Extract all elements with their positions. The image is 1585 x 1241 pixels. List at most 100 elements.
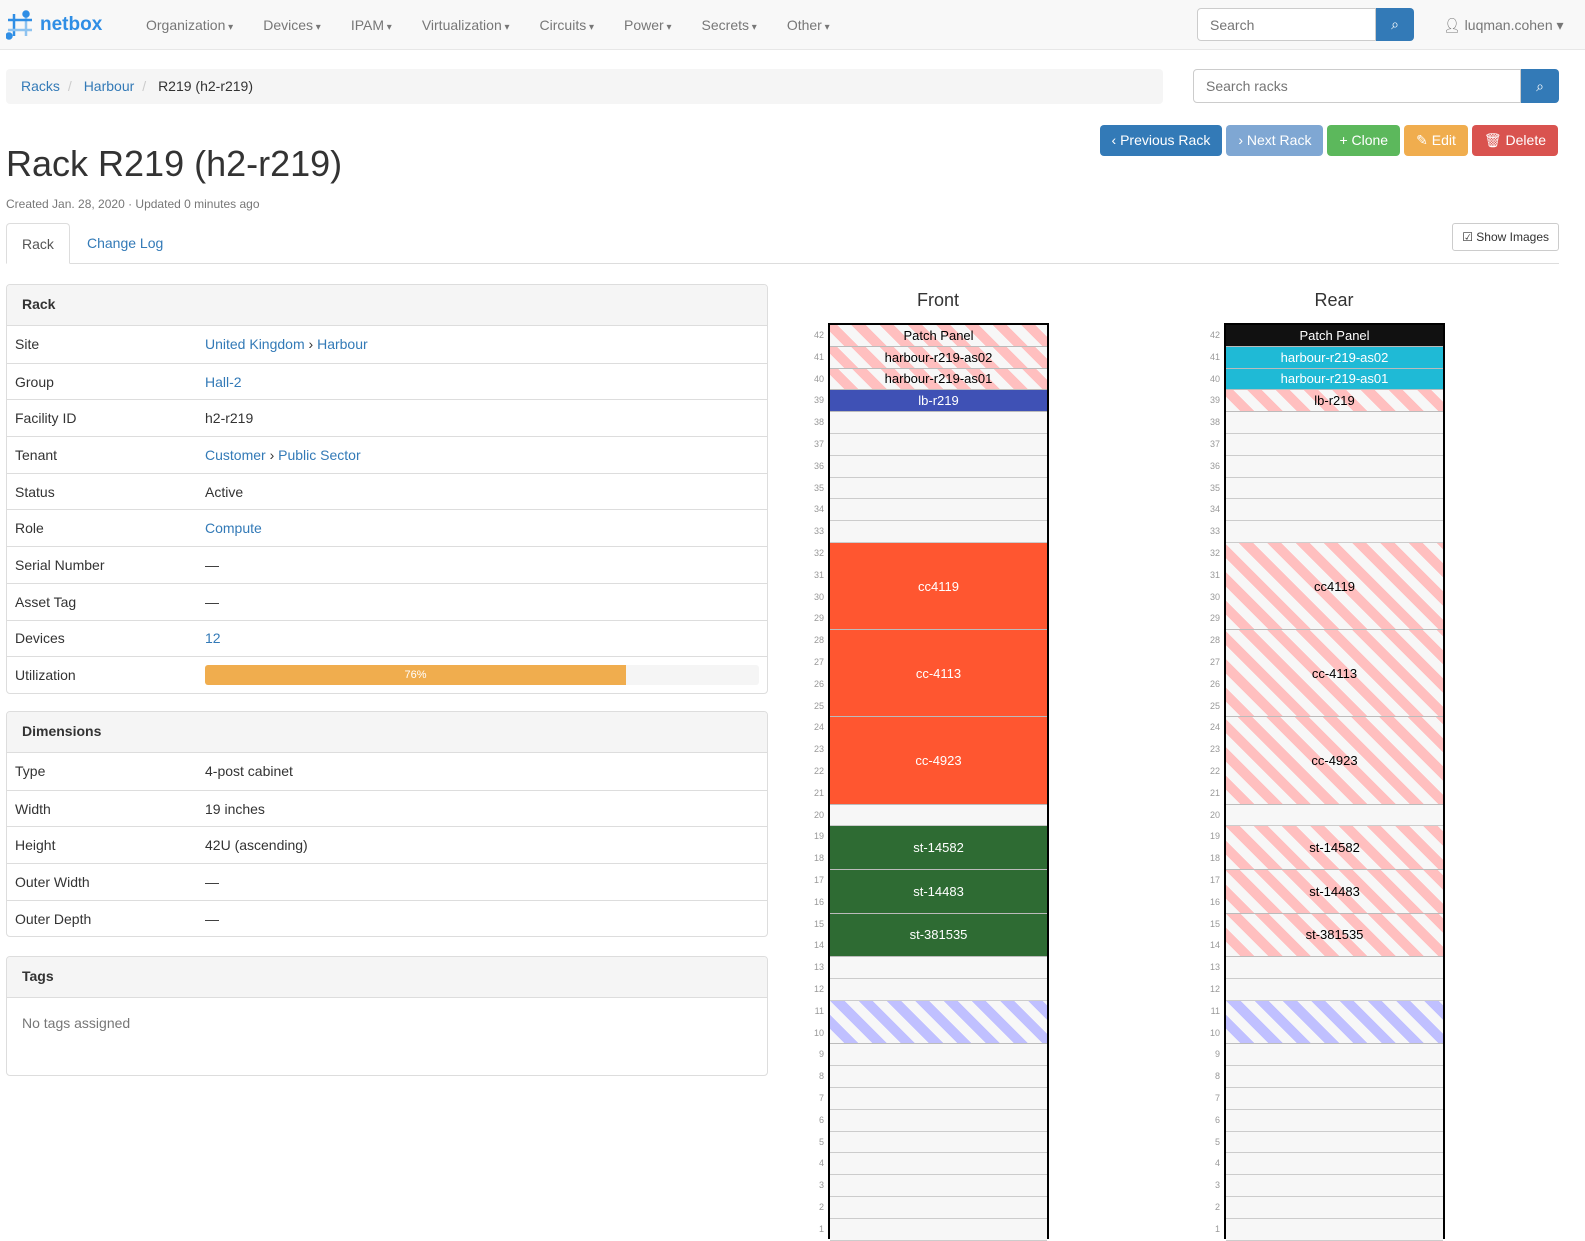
empty-slot[interactable] [1226, 804, 1443, 827]
rack-device[interactable]: cc-4923 [830, 717, 1047, 805]
netbox-logo[interactable]: netbox [6, 9, 131, 40]
rack-search-button[interactable]: ⌕ [1521, 69, 1559, 103]
empty-slot[interactable] [830, 1066, 1047, 1088]
user-menu[interactable]: 👤︎ luqman.cohen ▾ [1443, 17, 1564, 33]
dimension-row: Outer Width — [7, 863, 767, 900]
value-link[interactable]: United Kingdom [205, 336, 305, 353]
empty-slot[interactable] [830, 521, 1047, 543]
device-name: cc-4923 [915, 752, 962, 768]
empty-slot[interactable] [830, 1175, 1047, 1197]
rack-device[interactable]: cc-4923 [1226, 717, 1443, 805]
rack-device[interactable]: Patch Panel [830, 325, 1047, 347]
menu-organization[interactable]: Organization [131, 17, 248, 33]
action-button[interactable]: ✎ Edit [1404, 125, 1468, 156]
rack-device[interactable]: st-14483 [1226, 870, 1443, 914]
empty-slot[interactable] [830, 499, 1047, 522]
value-link[interactable]: Customer [205, 446, 266, 463]
rack-device[interactable]: Patch Panel [1226, 325, 1443, 347]
rack-device[interactable]: st-381535 [1226, 913, 1443, 958]
rack-search: ⌕ [1193, 69, 1559, 103]
menu-virtualization[interactable]: Virtualization [407, 17, 525, 33]
action-button[interactable]: 🗑 Delete [1471, 125, 1558, 156]
empty-slot[interactable] [830, 1153, 1047, 1176]
empty-slot[interactable] [830, 957, 1047, 979]
empty-slot[interactable] [830, 455, 1047, 478]
rack-device[interactable]: harbour-r219-as01 [1226, 368, 1443, 391]
value-link[interactable]: Public Sector [278, 446, 361, 463]
empty-slot[interactable] [830, 1109, 1047, 1132]
empty-slot[interactable] [1226, 434, 1443, 456]
rack-device[interactable]: harbour-r219-as01 [830, 368, 1047, 391]
empty-slot[interactable] [830, 1088, 1047, 1110]
value-link[interactable]: Harbour [317, 336, 368, 353]
rack-device[interactable] [830, 1000, 1047, 1045]
breadcrumb-racks[interactable]: Racks [21, 78, 60, 94]
menu-power[interactable]: Power [609, 17, 687, 33]
empty-slot[interactable] [1226, 499, 1443, 522]
rack-device[interactable]: cc-4113 [1226, 630, 1443, 718]
empty-slot[interactable] [830, 1044, 1047, 1067]
rack-device[interactable]: harbour-r219-as02 [1226, 346, 1443, 369]
unit-number: 14 [813, 940, 824, 951]
menu-secrets[interactable]: Secrets [687, 17, 772, 33]
empty-slot[interactable] [1226, 477, 1443, 500]
empty-slot[interactable] [1226, 1109, 1443, 1132]
breadcrumb-site[interactable]: Harbour [83, 78, 135, 94]
rack-device[interactable]: st-14483 [830, 870, 1047, 914]
empty-slot[interactable] [1226, 1066, 1443, 1088]
unit-number: 40 [813, 373, 824, 384]
empty-slot[interactable] [830, 477, 1047, 500]
unit-number: 22 [1209, 766, 1220, 776]
dimension-row: Width 19 inches [7, 789, 767, 827]
empty-slot[interactable] [1226, 1153, 1443, 1176]
empty-slot[interactable] [830, 434, 1047, 456]
rack-device[interactable]: cc-4113 [830, 630, 1047, 718]
empty-slot[interactable] [1226, 979, 1443, 1001]
empty-slot[interactable] [830, 412, 1047, 434]
global-search-input[interactable] [1197, 8, 1376, 41]
tab-change-log[interactable]: Change Log [87, 235, 164, 251]
empty-slot[interactable] [830, 1218, 1047, 1241]
empty-slot[interactable] [830, 1197, 1047, 1219]
device-name: lb-r219 [918, 393, 959, 409]
empty-slot[interactable] [1226, 412, 1443, 434]
rack-units: 42 41 40 39 38 37 36 35 34 33 32 31 30 29 28 27 26 25 24 23… [1210, 323, 1445, 1241]
rack-device[interactable]: st-381535 [830, 913, 1047, 958]
rack-search-input[interactable] [1193, 69, 1521, 103]
empty-slot[interactable] [1226, 1088, 1443, 1110]
value-link[interactable]: 12 [205, 630, 221, 647]
rack-device[interactable]: st-14582 [830, 826, 1047, 870]
rack-device[interactable]: cc4119 [1226, 543, 1443, 631]
empty-slot[interactable] [1226, 1197, 1443, 1219]
empty-slot[interactable] [1226, 1131, 1443, 1154]
empty-slot[interactable] [1226, 957, 1443, 979]
tab-rack[interactable]: Rack [6, 223, 70, 264]
empty-slot[interactable] [1226, 455, 1443, 478]
show-images-button[interactable]: ☑ Show Images [1452, 223, 1559, 251]
empty-slot[interactable] [830, 804, 1047, 827]
empty-slot[interactable] [1226, 521, 1443, 543]
empty-slot[interactable] [1226, 1044, 1443, 1067]
action-button[interactable]: › Next Rack [1226, 125, 1324, 156]
rack-device[interactable]: lb-r219 [1226, 390, 1443, 413]
action-button[interactable]: ‹ Previous Rack [1099, 125, 1223, 156]
menu-other[interactable]: Other [772, 17, 845, 33]
action-button[interactable]: + Clone [1327, 125, 1401, 156]
value-link[interactable]: Hall-2 [205, 373, 242, 390]
brand-name: netbox [40, 13, 103, 35]
menu-devices[interactable]: Devices [248, 17, 336, 33]
search-button[interactable]: ⌕ [1376, 8, 1414, 41]
rack-device[interactable]: harbour-r219-as02 [830, 346, 1047, 369]
empty-slot[interactable] [1226, 1218, 1443, 1241]
value-link[interactable]: Compute [205, 520, 262, 537]
rack-device[interactable] [1226, 1000, 1443, 1045]
menu-circuits[interactable]: Circuits [525, 17, 609, 33]
rack-device[interactable]: cc4119 [830, 543, 1047, 631]
rack-device[interactable]: lb-r219 [830, 390, 1047, 413]
empty-slot[interactable] [830, 979, 1047, 1001]
rack-device[interactable]: st-14582 [1226, 826, 1443, 870]
page-title: Rack R219 (h2-r219) [6, 143, 343, 184]
menu-ipam[interactable]: IPAM [336, 17, 407, 33]
empty-slot[interactable] [1226, 1175, 1443, 1197]
empty-slot[interactable] [830, 1131, 1047, 1154]
